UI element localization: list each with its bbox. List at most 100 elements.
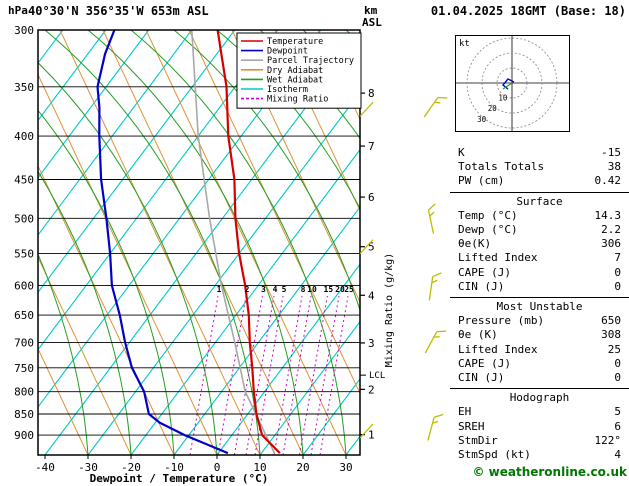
- stat-row: PW (cm) 0.42: [450, 174, 629, 188]
- stat-row: K -15: [450, 146, 629, 160]
- stat-row: CIN (J) 0: [450, 280, 629, 294]
- stat-value: 306: [601, 237, 621, 251]
- svg-text:Mixing Ratio (g/kg): Mixing Ratio (g/kg): [384, 253, 395, 367]
- stat-value: 4: [614, 448, 621, 462]
- stat-row: EH 5: [450, 405, 629, 419]
- svg-text:hPa: hPa: [8, 4, 28, 17]
- copyright-link[interactable]: © weatheronline.co.uk: [472, 465, 627, 479]
- stat-value: 0: [614, 371, 621, 385]
- svg-text:Dry Adiabat: Dry Adiabat: [267, 66, 323, 76]
- svg-text:10: 10: [498, 94, 508, 103]
- stat-value: 6: [614, 419, 621, 433]
- svg-text:2: 2: [368, 383, 375, 396]
- svg-text:5: 5: [282, 285, 287, 294]
- stat-label: CAPE (J): [458, 356, 511, 370]
- stat-row: StmDir 122°: [450, 434, 629, 448]
- stat-value: -15: [601, 146, 621, 159]
- svg-text:10: 10: [253, 461, 266, 474]
- svg-text:600: 600: [14, 280, 34, 293]
- svg-text:0: 0: [214, 461, 221, 474]
- svg-text:-40: -40: [35, 461, 55, 474]
- svg-text:3: 3: [368, 337, 375, 350]
- stat-row: StmSpd (kt) 4: [450, 448, 629, 462]
- stat-value: 0: [614, 356, 621, 370]
- stat-label: Dewp (°C): [458, 223, 518, 237]
- stat-row: SREH 6: [450, 420, 629, 434]
- stat-value: 0.42: [594, 174, 622, 188]
- stat-row: CAPE (J) 0: [450, 266, 629, 280]
- svg-text:Wet Adiabat: Wet Adiabat: [267, 75, 323, 85]
- svg-text:300: 300: [14, 24, 34, 37]
- svg-text:1: 1: [217, 285, 222, 294]
- stat-value: 38: [607, 160, 621, 174]
- svg-text:20: 20: [335, 285, 345, 294]
- stat-row: CAPE (J) 0: [450, 357, 629, 371]
- stat-label: Temp (°C): [458, 208, 518, 222]
- stat-label: CIN (J): [458, 371, 505, 385]
- skewt-chart: 1 2 3 4 5 8 10 15 20 25hPa30035040045050055060065…: [8, 4, 448, 485]
- svg-text:25: 25: [344, 285, 354, 294]
- svg-text:30: 30: [339, 461, 352, 474]
- stat-value: 14.3: [594, 208, 622, 222]
- section-separator: [450, 191, 629, 193]
- svg-text:450: 450: [14, 173, 34, 186]
- section-title: Hodograph: [509, 391, 570, 405]
- svg-text:Mixing Ratio: Mixing Ratio: [267, 95, 328, 105]
- stat-row: Lifted Index 7: [450, 251, 629, 265]
- svg-text:900: 900: [14, 429, 34, 442]
- svg-text:550: 550: [14, 247, 34, 260]
- stat-label: SREH: [458, 419, 485, 433]
- stat-label: CIN (J): [458, 279, 505, 293]
- svg-text:750: 750: [14, 362, 34, 375]
- stat-value: 0: [614, 279, 621, 293]
- stat-row: Totals Totals 38: [450, 160, 629, 174]
- svg-text:8: 8: [301, 285, 306, 294]
- svg-text:4: 4: [273, 285, 278, 294]
- svg-text:2: 2: [245, 285, 250, 294]
- stat-label: Lifted Index: [458, 342, 538, 356]
- svg-text:-10: -10: [164, 461, 184, 474]
- stat-row: θe (K) 308: [450, 328, 629, 342]
- svg-text:ASL: ASL: [362, 16, 382, 29]
- stat-label: StmSpd (kt): [458, 448, 531, 462]
- stat-value: 25: [607, 342, 621, 356]
- stat-row: Lifted Index 25: [450, 343, 629, 357]
- stat-value: 122°: [594, 433, 622, 447]
- stat-value: 650: [601, 314, 621, 328]
- stat-value: 5: [614, 405, 621, 419]
- stat-value: 2.2: [601, 223, 621, 237]
- stat-row: Pressure (mb) 650: [450, 314, 629, 328]
- section-separator: [450, 297, 629, 299]
- stat-value: 308: [601, 328, 621, 342]
- stat-label: StmDir: [458, 433, 498, 447]
- svg-text:Temperature: Temperature: [267, 37, 323, 47]
- svg-text:8: 8: [368, 87, 375, 100]
- stat-label: θe (K): [458, 328, 498, 342]
- side-panel: 10 20 30 kt K -15 Totals Totals 38 PW (cm) 0.42 S…: [450, 0, 629, 486]
- section-title: Most Unstable: [496, 300, 583, 314]
- svg-text:-20: -20: [121, 461, 141, 474]
- svg-text:700: 700: [14, 336, 34, 349]
- svg-text:kt: kt: [459, 39, 470, 49]
- svg-text:LCL: LCL: [369, 371, 385, 381]
- stat-label: K: [458, 146, 465, 159]
- svg-text:500: 500: [14, 212, 34, 225]
- svg-text:650: 650: [14, 309, 34, 322]
- svg-text:800: 800: [14, 386, 34, 399]
- stats-table: K -15 Totals Totals 38 PW (cm) 0.42 Surface Tem…: [450, 146, 629, 462]
- svg-text:Parcel Trajectory: Parcel Trajectory: [267, 56, 354, 66]
- stat-row: θe(K) 306: [450, 237, 629, 251]
- stat-label: EH: [458, 405, 472, 419]
- stat-label: Totals Totals: [458, 160, 545, 174]
- svg-text:20: 20: [488, 104, 498, 113]
- stat-label: Pressure (mb): [458, 314, 545, 328]
- section-separator: [450, 388, 629, 390]
- stat-row: Dewp (°C) 2.2: [450, 223, 629, 237]
- svg-text:30: 30: [477, 115, 487, 124]
- stat-label: CAPE (J): [458, 265, 511, 279]
- svg-text:Isotherm: Isotherm: [267, 85, 308, 95]
- svg-text:15: 15: [324, 285, 334, 294]
- stat-row: Temp (°C) 14.3: [450, 209, 629, 223]
